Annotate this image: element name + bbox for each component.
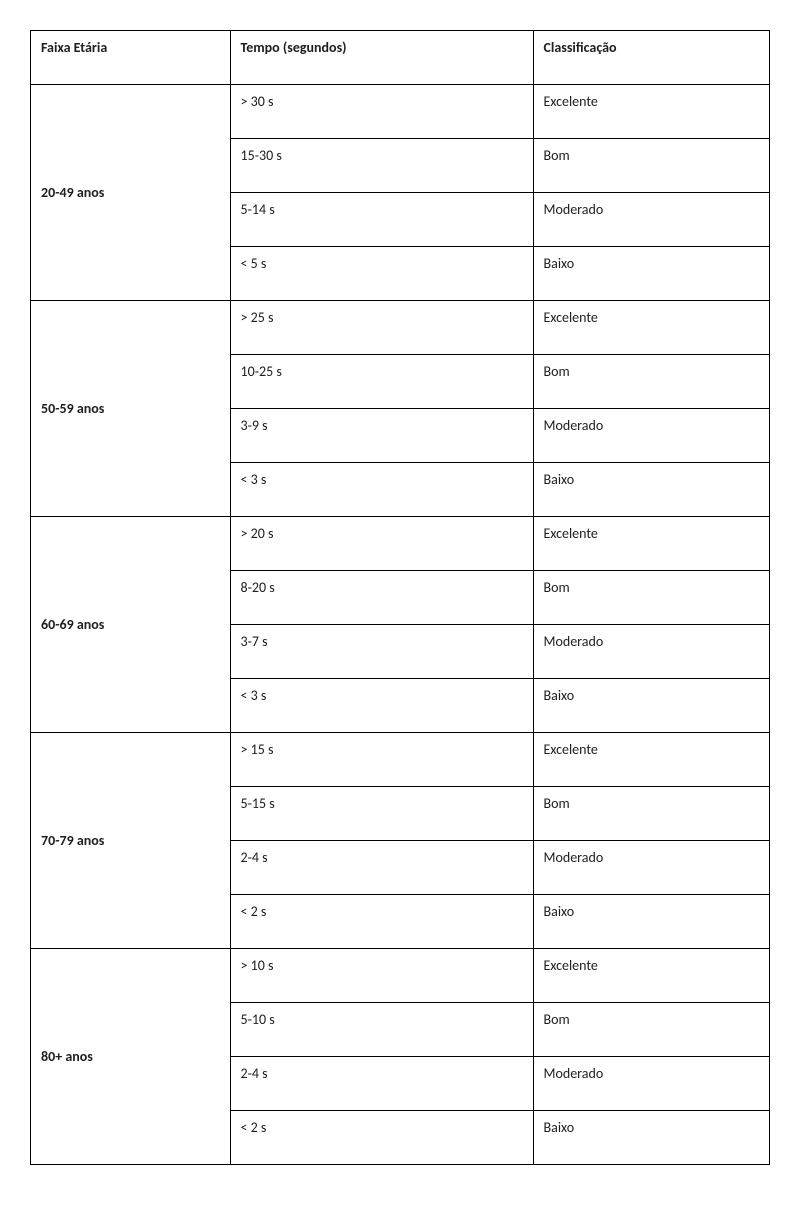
time-cell: < 3 s: [230, 679, 533, 733]
time-cell: 5-10 s: [230, 1003, 533, 1057]
time-cell: < 5 s: [230, 247, 533, 301]
age-cell: 20-49 anos: [31, 85, 231, 301]
age-cell: 50-59 anos: [31, 301, 231, 517]
classification-cell: Moderado: [533, 193, 770, 247]
age-cell: 80+ anos: [31, 949, 231, 1165]
time-cell: > 30 s: [230, 85, 533, 139]
time-cell: > 10 s: [230, 949, 533, 1003]
classification-cell: Excelente: [533, 733, 770, 787]
table-header-row: Faixa Etária Tempo (segundos) Classifica…: [31, 31, 770, 85]
classification-cell: Baixo: [533, 1111, 770, 1165]
age-cell: 60-69 anos: [31, 517, 231, 733]
classification-cell: Bom: [533, 571, 770, 625]
classification-cell: Excelente: [533, 949, 770, 1003]
classification-cell: Bom: [533, 355, 770, 409]
time-cell: 8-20 s: [230, 571, 533, 625]
table-row: 20-49 anos> 30 sExcelente: [31, 85, 770, 139]
time-cell: 3-7 s: [230, 625, 533, 679]
time-cell: < 3 s: [230, 463, 533, 517]
classification-cell: Moderado: [533, 409, 770, 463]
table-row: 80+ anos> 10 sExcelente: [31, 949, 770, 1003]
time-cell: 10-25 s: [230, 355, 533, 409]
classification-cell: Bom: [533, 139, 770, 193]
classification-cell: Bom: [533, 1003, 770, 1057]
classification-cell: Baixo: [533, 895, 770, 949]
table-row: 70-79 anos> 15 sExcelente: [31, 733, 770, 787]
time-cell: 5-14 s: [230, 193, 533, 247]
classification-cell: Moderado: [533, 1057, 770, 1111]
classification-cell: Moderado: [533, 625, 770, 679]
time-cell: < 2 s: [230, 895, 533, 949]
classification-cell: Baixo: [533, 247, 770, 301]
time-cell: > 25 s: [230, 301, 533, 355]
classification-cell: Baixo: [533, 463, 770, 517]
header-age: Faixa Etária: [31, 31, 231, 85]
classification-cell: Baixo: [533, 679, 770, 733]
time-cell: 3-9 s: [230, 409, 533, 463]
table-row: 50-59 anos> 25 sExcelente: [31, 301, 770, 355]
time-cell: < 2 s: [230, 1111, 533, 1165]
time-cell: 2-4 s: [230, 1057, 533, 1111]
time-cell: 15-30 s: [230, 139, 533, 193]
header-time: Tempo (segundos): [230, 31, 533, 85]
header-classification: Classificação: [533, 31, 770, 85]
classification-cell: Excelente: [533, 85, 770, 139]
classification-cell: Excelente: [533, 301, 770, 355]
classification-cell: Excelente: [533, 517, 770, 571]
time-cell: > 15 s: [230, 733, 533, 787]
time-cell: 5-15 s: [230, 787, 533, 841]
age-cell: 70-79 anos: [31, 733, 231, 949]
classification-cell: Bom: [533, 787, 770, 841]
time-cell: 2-4 s: [230, 841, 533, 895]
time-cell: > 20 s: [230, 517, 533, 571]
table-row: 60-69 anos> 20 sExcelente: [31, 517, 770, 571]
classification-cell: Moderado: [533, 841, 770, 895]
classification-table: Faixa Etária Tempo (segundos) Classifica…: [30, 30, 770, 1165]
